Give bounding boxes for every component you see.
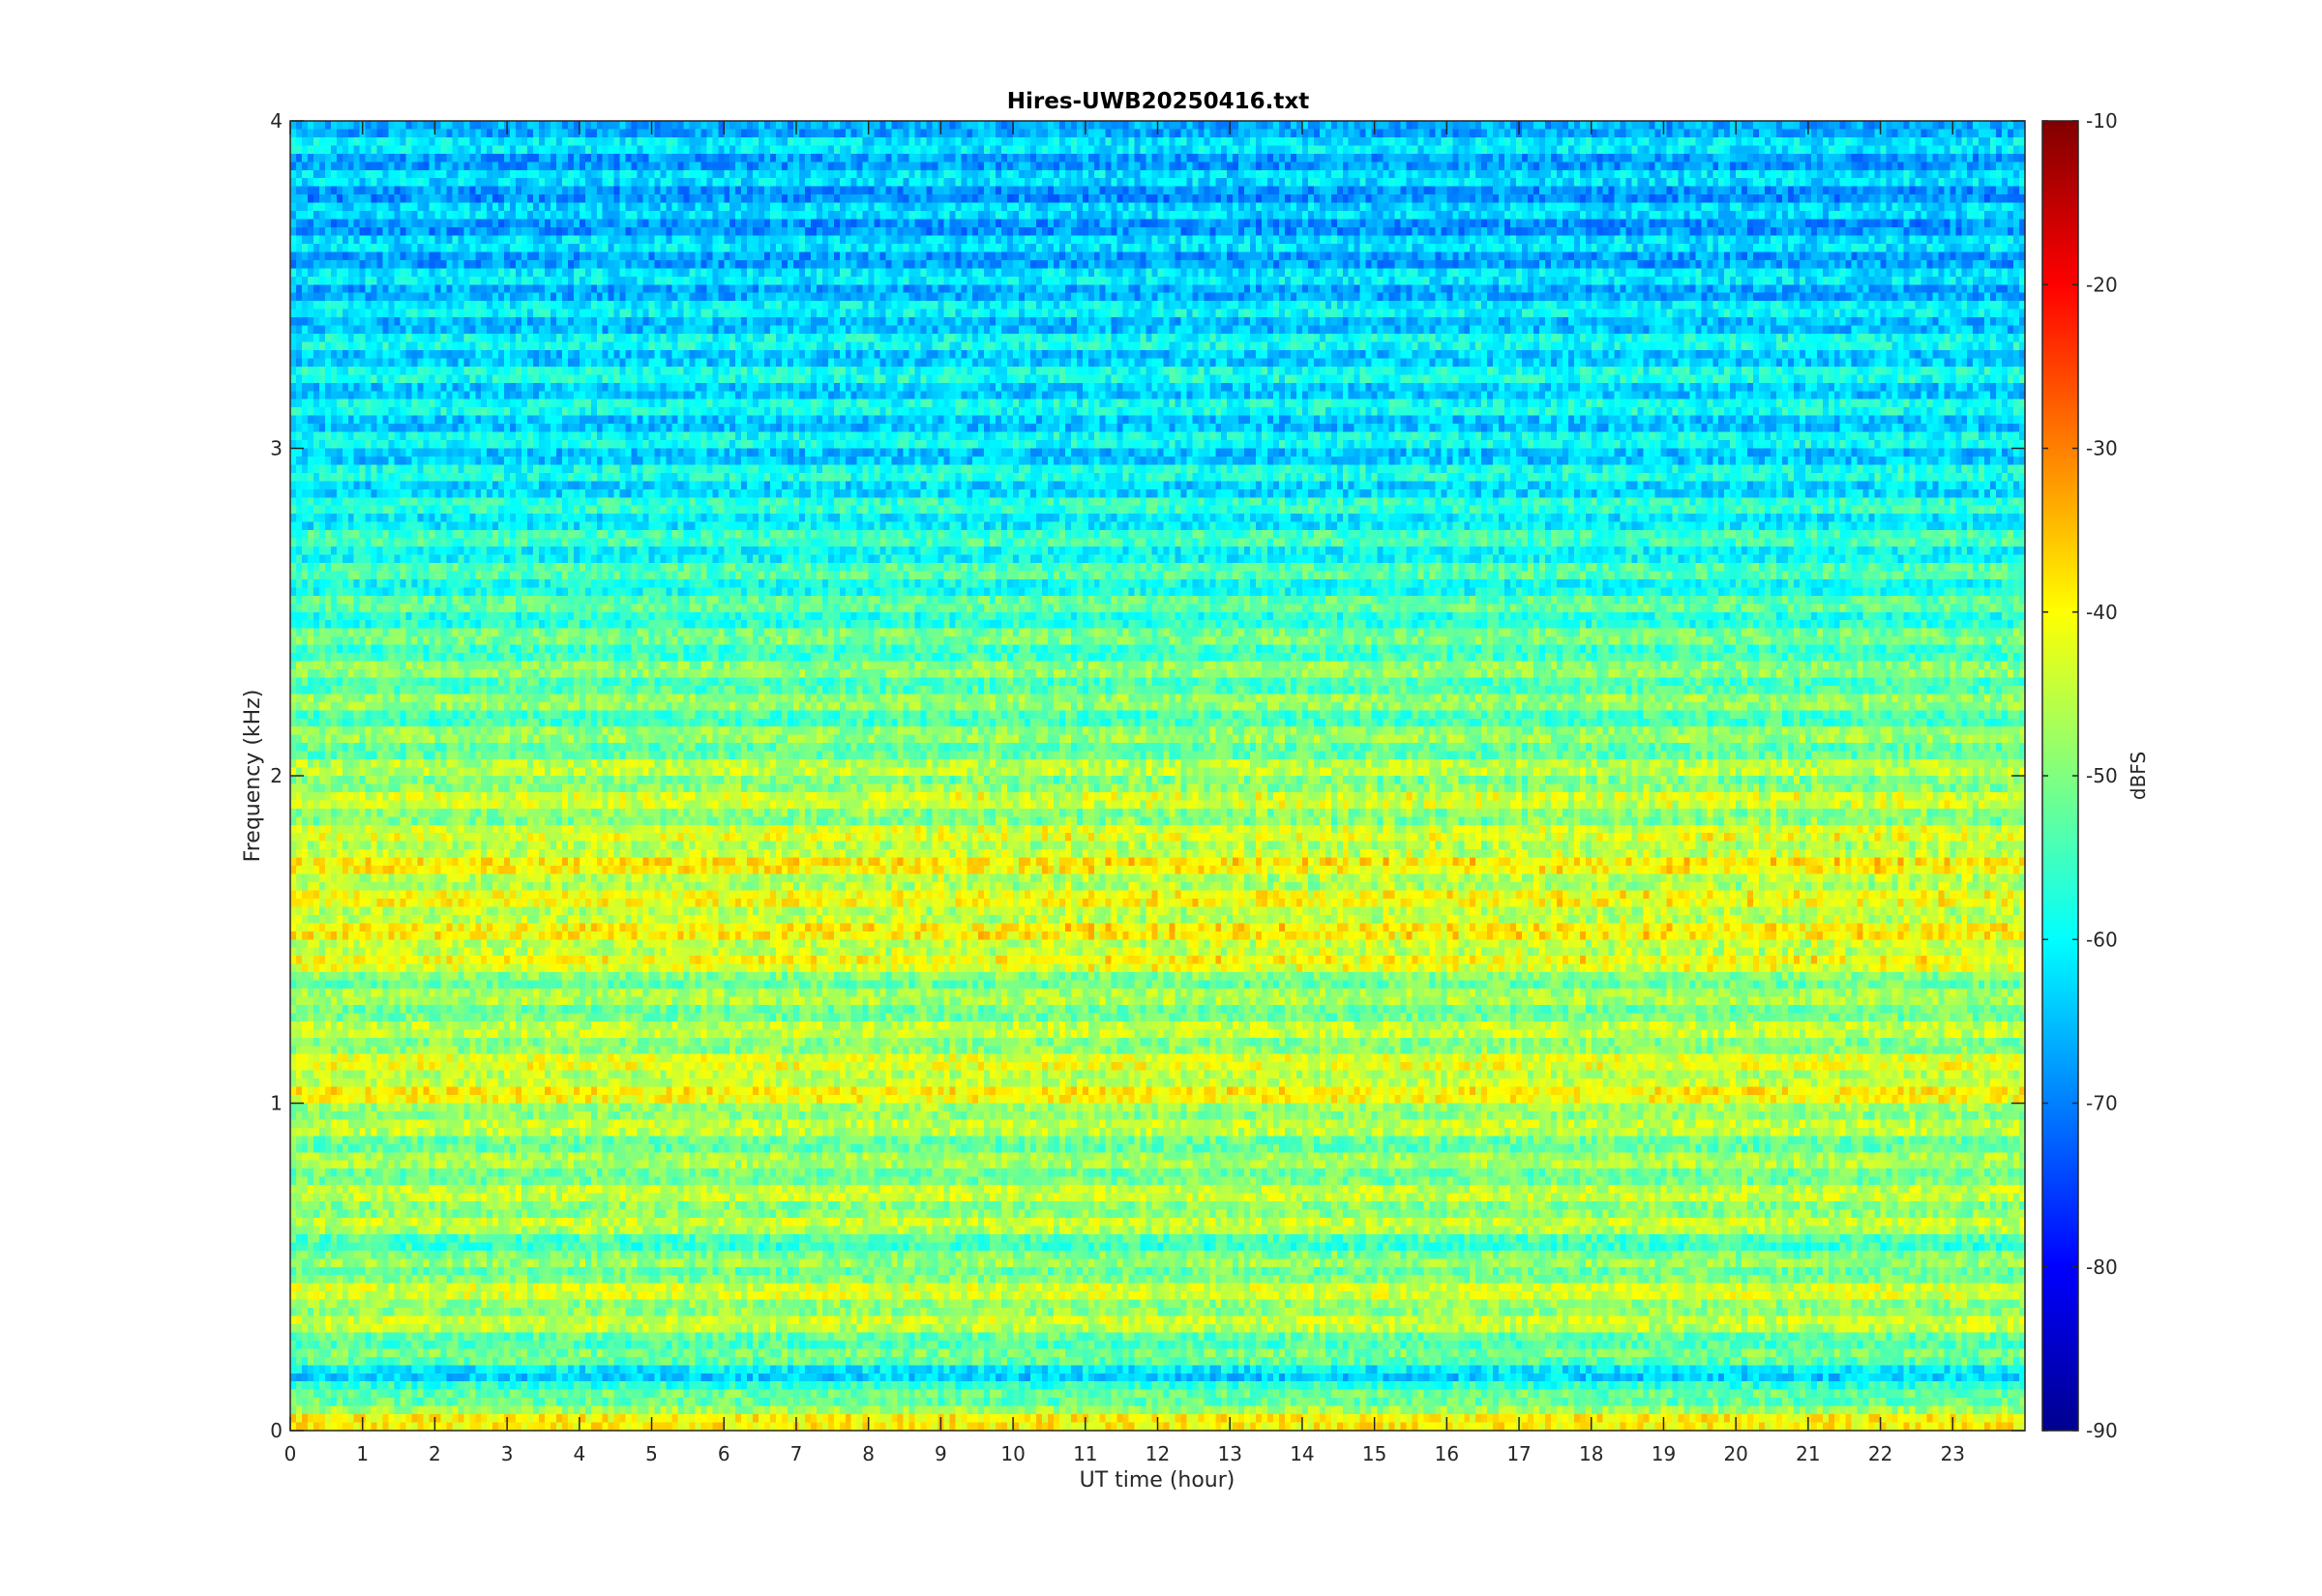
y-tick-label: 1: [270, 1092, 283, 1115]
x-tick-label: 23: [1941, 1442, 1965, 1465]
colorbar-tick-label: -60: [2086, 928, 2118, 951]
colorbar-tick-label: -80: [2086, 1256, 2118, 1279]
x-tick-label: 7: [790, 1442, 803, 1465]
spectrogram-image: [290, 121, 2025, 1431]
x-axis-label: UT time (hour): [1080, 1468, 1235, 1493]
y-tick-label: 0: [270, 1419, 283, 1442]
y-axis-ticks: 0 1 2 3 4: [270, 109, 2025, 1442]
colorbar-ticks: -10 -20 -30 -40 -50 -60 -70 -80 -90: [2042, 109, 2118, 1442]
y-tick-label: 4: [270, 109, 283, 133]
y-axis-label: Frequency (kHz): [241, 690, 265, 863]
colorbar-tick-label: -50: [2086, 764, 2118, 787]
x-tick-label: 21: [1796, 1442, 1820, 1465]
x-tick-label: 3: [501, 1442, 514, 1465]
x-tick-label: 22: [1868, 1442, 1892, 1465]
colorbar-tick-label: -20: [2086, 273, 2118, 296]
x-tick-label: 12: [1146, 1442, 1170, 1465]
x-tick-label: 6: [718, 1442, 730, 1465]
colorbar: [2041, 120, 2079, 1432]
x-tick-label: 11: [1073, 1442, 1097, 1465]
colorbar-tick-label: -10: [2086, 109, 2118, 133]
x-tick-label: 20: [1723, 1442, 1747, 1465]
x-tick-label: 0: [284, 1442, 297, 1465]
colorbar-tick-label: -30: [2086, 437, 2118, 460]
y-tick-label: 3: [270, 437, 283, 460]
x-tick-label: 8: [862, 1442, 875, 1465]
x-tick-label: 17: [1506, 1442, 1531, 1465]
colorbar-tick-label: -90: [2086, 1419, 2118, 1442]
x-tick-label: 10: [1000, 1442, 1025, 1465]
colorbar-tick-label: -40: [2086, 601, 2118, 624]
x-tick-label: 5: [645, 1442, 658, 1465]
x-tick-label: 1: [356, 1442, 369, 1465]
x-tick-label: 18: [1579, 1442, 1603, 1465]
colorbar-label: dBFS: [2127, 752, 2150, 800]
x-tick-label: 4: [573, 1442, 585, 1465]
x-tick-label: 9: [935, 1442, 947, 1465]
x-tick-label: 15: [1362, 1442, 1386, 1465]
x-tick-label: 14: [1290, 1442, 1314, 1465]
x-tick-label: 19: [1652, 1442, 1676, 1465]
x-tick-label: 16: [1435, 1442, 1459, 1465]
spectrogram-heatmap: [290, 121, 2025, 1431]
x-axis-ticks: 0 1 2 3 4 5 6 7 8 9 10 11 12 13 14 15 16 17 18 19 20 21 22 23: [284, 121, 1965, 1465]
x-tick-label: 13: [1217, 1442, 1241, 1465]
x-tick-label: 2: [429, 1442, 441, 1465]
colorbar-tick-label: -70: [2086, 1092, 2118, 1115]
chart-title: Hires-UWB20250416.txt: [1007, 89, 1309, 114]
y-tick-label: 2: [270, 764, 283, 787]
